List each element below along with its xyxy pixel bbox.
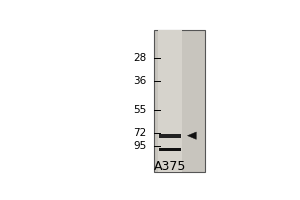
- Polygon shape: [188, 132, 196, 139]
- Bar: [158, 30, 182, 172]
- Text: 72: 72: [134, 128, 147, 138]
- Text: 28: 28: [134, 53, 147, 63]
- Text: 36: 36: [134, 76, 147, 86]
- Text: A375: A375: [154, 160, 186, 173]
- Bar: [159, 134, 181, 138]
- Text: 55: 55: [134, 105, 147, 115]
- Text: 95: 95: [134, 141, 147, 151]
- Bar: [154, 30, 205, 172]
- Bar: [159, 148, 181, 151]
